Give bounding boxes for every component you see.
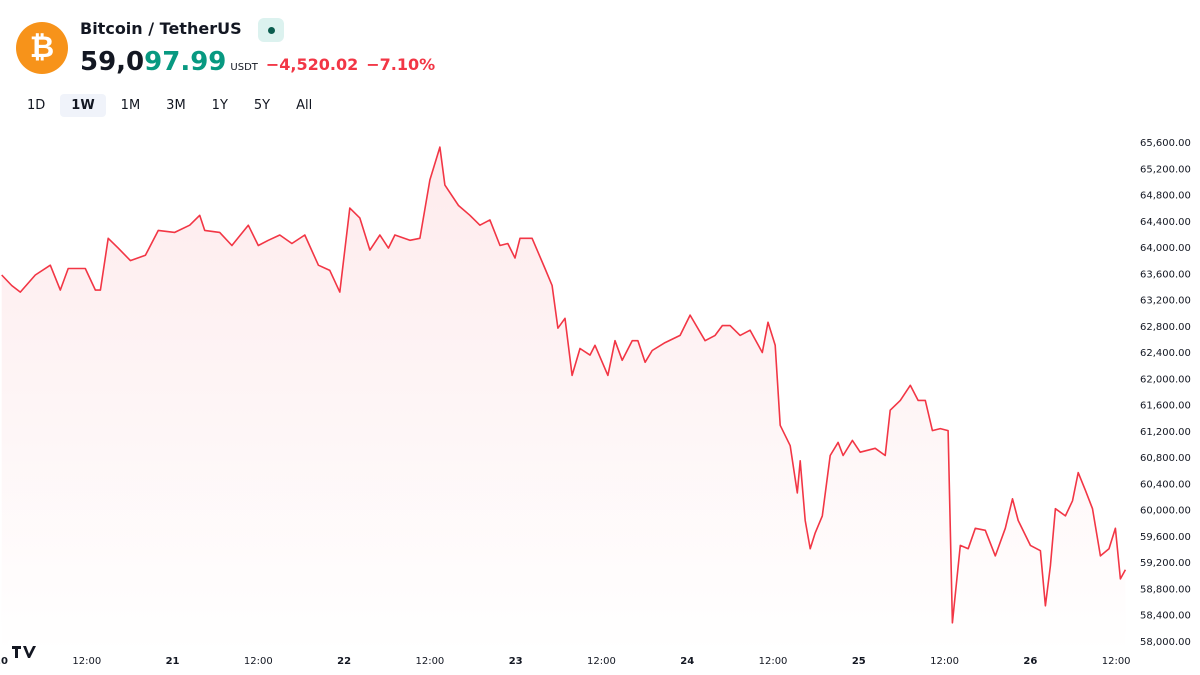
- price-row: 59,097.99 USDT −4,520.02 −7.10%: [80, 47, 435, 77]
- range-button[interactable]: 3M: [166, 98, 186, 113]
- y-tick-label: 60,800.00: [1140, 453, 1191, 464]
- y-tick-label: 65,600.00: [1140, 138, 1191, 149]
- x-tick-label: 12:00: [415, 656, 444, 667]
- price-highlight: 97.99: [144, 47, 227, 77]
- y-tick-label: 59,600.00: [1140, 532, 1191, 543]
- y-tick-label: 65,200.00: [1140, 164, 1191, 175]
- y-tick-label: 60,000.00: [1140, 506, 1191, 517]
- price-change: −4,520.02: [265, 55, 359, 74]
- range-button[interactable]: All: [296, 98, 313, 113]
- price-change-pct: −7.10%: [366, 55, 436, 74]
- range-button[interactable]: 1W: [60, 94, 106, 117]
- x-tick-label: 12:00: [72, 656, 101, 667]
- y-tick-label: 63,200.00: [1140, 296, 1191, 307]
- price-main: 59,0: [80, 47, 145, 77]
- y-tick-label: 64,400.00: [1140, 217, 1191, 228]
- x-tick-label: 22: [337, 656, 351, 667]
- symbol-title: Bitcoin / TetherUS: [80, 19, 242, 38]
- y-tick-label: 58,000.00: [1140, 637, 1191, 648]
- x-tick-label: 23: [509, 656, 523, 667]
- coin-icon: ₿: [16, 22, 68, 74]
- y-tick-label: 58,800.00: [1140, 584, 1191, 595]
- range-button[interactable]: 5Y: [253, 98, 271, 113]
- range-button[interactable]: 1D: [27, 98, 46, 113]
- x-tick-label: 26: [1023, 656, 1037, 667]
- price-line: [1, 146, 1127, 624]
- x-tick-label: 12:00: [244, 656, 273, 667]
- x-tick-label: 24: [680, 656, 694, 667]
- x-tick-label: 21: [166, 656, 180, 667]
- y-tick-label: 60,400.00: [1140, 479, 1191, 490]
- range-button[interactable]: 1Y: [211, 98, 228, 113]
- y-tick-label: 62,000.00: [1140, 374, 1191, 385]
- y-tick-label: 62,800.00: [1140, 322, 1191, 333]
- y-tick-label: 58,400.00: [1140, 611, 1191, 622]
- x-tick-label: 12:00: [1102, 656, 1131, 667]
- y-tick-label: 62,400.00: [1140, 348, 1191, 359]
- y-tick-label: 61,200.00: [1140, 427, 1191, 438]
- x-tick-label: 12:00: [587, 656, 616, 667]
- x-tick-label: 12:00: [930, 656, 959, 667]
- y-tick-label: 63,600.00: [1140, 269, 1191, 280]
- x-tick-label: 12:00: [759, 656, 788, 667]
- range-bar: 1D 1W 1M 3M 1Y 5Y All: [16, 94, 323, 117]
- currency: USDT: [230, 62, 258, 73]
- y-tick-label: 59,200.00: [1140, 558, 1191, 569]
- y-tick-label: 64,800.00: [1140, 191, 1191, 202]
- tv-logo: [8, 640, 40, 664]
- live-badge: [258, 18, 284, 42]
- y-tick-label: 64,000.00: [1140, 243, 1191, 254]
- range-button[interactable]: 1M: [120, 98, 141, 113]
- x-tick-label: 20: [0, 656, 8, 667]
- x-tick-label: 25: [852, 656, 866, 667]
- y-tick-label: 61,600.00: [1140, 401, 1191, 412]
- area-fill: [1, 147, 1126, 655]
